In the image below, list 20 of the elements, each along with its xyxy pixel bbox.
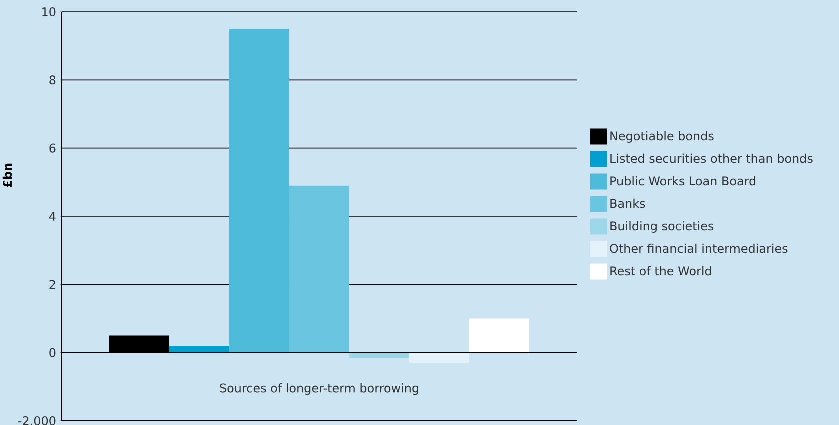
legend-label: Rest of the World [610,266,712,276]
legend-label: Building societies [610,221,714,233]
legend-label: Listed securities other than bonds [610,154,813,164]
bar [290,186,350,353]
legend-label: Other financial intermediaries [610,244,788,254]
bar [230,29,290,353]
bar [410,352,470,364]
y-axis-title: £bn [2,164,12,188]
legend-label: Negotiable bonds [610,131,714,143]
y-tick-label: 10 [42,7,56,17]
legend-label: Banks [610,198,646,208]
y-tick-label: 2 [50,280,56,290]
x-tick-label: Sources of longer-term borrowing [220,384,418,396]
bar [470,318,530,353]
legend-label: Public Works Loan Board [610,176,756,186]
y-tick-label: 4 [49,212,56,221]
y-tick-label: 8 [50,76,56,85]
bar [170,346,230,353]
y-tick-label: 0 [50,348,56,358]
y-tick-label: 6 [50,144,56,153]
